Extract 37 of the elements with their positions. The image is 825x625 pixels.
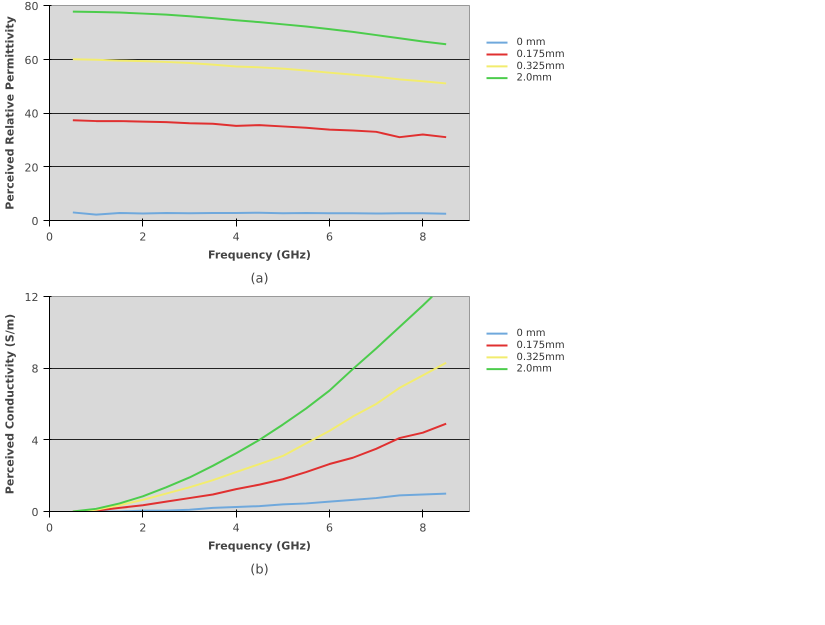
y-tick-label: 8 bbox=[32, 362, 38, 376]
x-tick-label: 6 bbox=[326, 522, 333, 534]
x-tick-label: 4 bbox=[232, 230, 240, 244]
x-tick-label: 2 bbox=[139, 522, 146, 534]
legend-label: 0.175mm bbox=[516, 49, 565, 60]
x-axis-title: Frequency (GHz) bbox=[208, 540, 311, 552]
legend-label: 2.0mm bbox=[516, 364, 552, 375]
legend-label: 0 mm bbox=[516, 328, 546, 340]
y-tick-label: 4 bbox=[32, 434, 38, 448]
x-axis-title: Frequency (GHz) bbox=[208, 248, 311, 262]
x-tick-label: 6 bbox=[326, 230, 333, 244]
x-tick-label: 0 bbox=[46, 522, 53, 534]
x-tick-label: 8 bbox=[419, 522, 426, 534]
legend-label: 0 mm bbox=[516, 37, 546, 48]
x-tick-label: 4 bbox=[232, 522, 240, 534]
y-tick-label: 0 bbox=[32, 215, 38, 228]
line-series bbox=[72, 58, 448, 84]
y-tick-label: 0 bbox=[32, 506, 38, 519]
line-series bbox=[72, 10, 448, 46]
y-axis-title: Perceived Conductivity (S/m) bbox=[4, 314, 17, 494]
x-tick-label: 0 bbox=[46, 230, 53, 244]
x-tick-label: 2 bbox=[139, 230, 146, 244]
y-axis-title: Perceived Relative Permittivity bbox=[4, 16, 17, 210]
legend-label: 0.325mm bbox=[516, 352, 565, 363]
y-tick-label: 20 bbox=[24, 161, 39, 174]
y-tick-label: 40 bbox=[24, 108, 39, 120]
text: (b) bbox=[250, 562, 269, 578]
legend-label: 0.175mm bbox=[516, 340, 565, 352]
legend-label: 0.325mm bbox=[516, 60, 565, 72]
legend-label: 2.0mm bbox=[516, 72, 552, 84]
line-series bbox=[72, 296, 434, 512]
y-tick-label: 12 bbox=[24, 291, 39, 304]
line-series bbox=[72, 119, 448, 138]
y-tick-label: 80 bbox=[24, 0, 39, 13]
x-tick-label: 8 bbox=[419, 230, 426, 244]
y-tick-label: 60 bbox=[24, 54, 39, 67]
text: (a) bbox=[250, 272, 269, 286]
